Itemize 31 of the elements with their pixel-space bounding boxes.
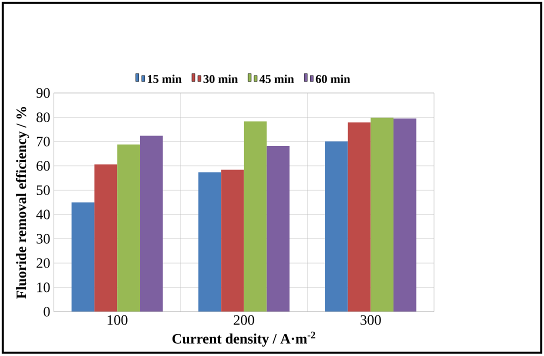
x-axis-title: Current density / A·m$^{-2}$ — [172, 332, 316, 347]
bar — [393, 118, 416, 312]
y-axis-title: Fluoride removal efficiency / % — [16, 107, 30, 299]
bar — [348, 122, 371, 312]
bar — [198, 172, 222, 312]
y-tick-label: 70 — [36, 136, 50, 147]
legend-label: 15 min — [148, 74, 182, 84]
x-tick-label: 300 — [360, 315, 381, 326]
y-tick-label: 10 — [37, 282, 50, 292]
y-tick-label: 50 — [36, 186, 50, 196]
y-tick-label: 0 — [44, 307, 50, 317]
bar — [140, 136, 163, 312]
bar — [266, 146, 290, 312]
bar — [244, 122, 267, 312]
y-tick-label: 90 — [36, 88, 50, 98]
y-tick-label: 80 — [36, 112, 50, 122]
x-tick-label: 200 — [234, 315, 254, 326]
y-tick-label: 20 — [36, 258, 50, 268]
legend-label: 30 min — [204, 74, 238, 84]
bar — [221, 170, 244, 312]
y-tick-label: 60 — [36, 161, 50, 171]
bar — [325, 142, 348, 312]
bar — [117, 144, 140, 312]
x-tick-label: 100 — [108, 315, 128, 326]
bar — [72, 202, 94, 312]
legend-label: 45 min — [259, 74, 294, 84]
y-tick-label: 30 — [36, 234, 50, 244]
bar — [370, 118, 394, 312]
bar — [94, 164, 118, 312]
y-tick-label: 40 — [36, 210, 50, 220]
legend-label: 60 min — [316, 74, 350, 84]
